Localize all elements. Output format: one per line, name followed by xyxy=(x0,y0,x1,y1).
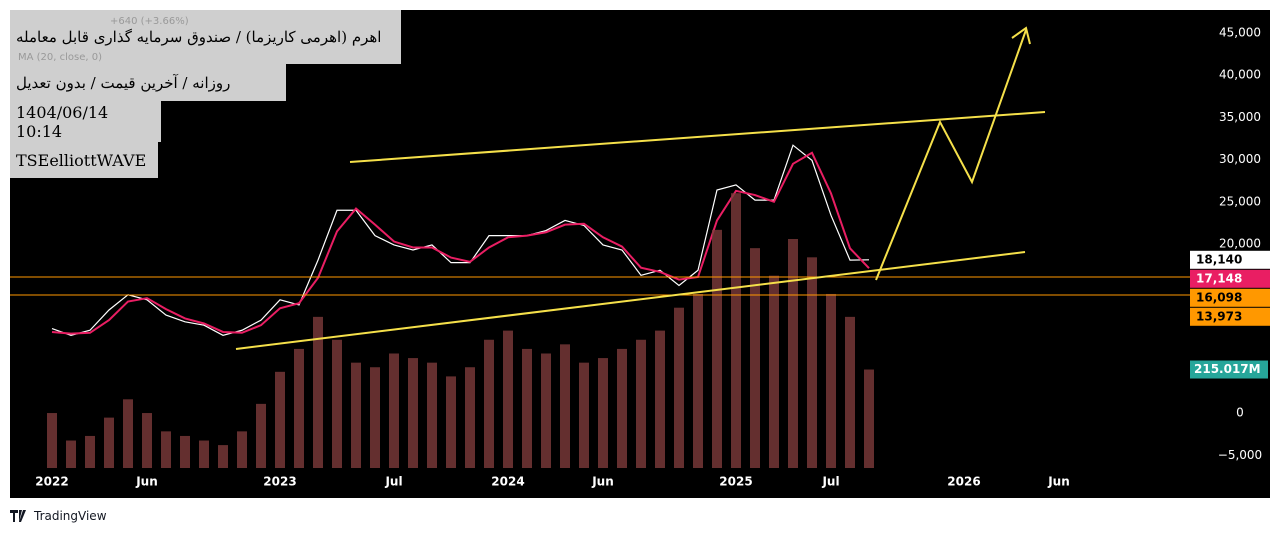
legend-change: +640 (+3.66%) xyxy=(110,16,189,27)
volume-bar xyxy=(541,353,551,468)
volume-bar xyxy=(427,362,437,468)
y-tick-label: 40,000 xyxy=(1219,68,1261,82)
footer: TradingView xyxy=(10,509,107,523)
x-tick-label: Jun xyxy=(1047,475,1070,489)
author-box: TSEelliottWAVE xyxy=(10,142,158,178)
drawings xyxy=(235,26,1046,350)
y-tick-label: 0 xyxy=(1236,406,1244,420)
price-badge-label: 16,098 xyxy=(1196,290,1242,304)
volume-bar xyxy=(731,193,741,468)
price-badge-label: 13,973 xyxy=(1196,309,1242,323)
x-tick-label: 2022 xyxy=(35,475,68,489)
volume-bar xyxy=(237,431,247,468)
volume-bar xyxy=(522,348,532,468)
price-line xyxy=(51,144,870,336)
volume-bar xyxy=(503,330,513,468)
volume-bar xyxy=(617,348,627,468)
volume-bar xyxy=(598,358,608,468)
price-badge xyxy=(1190,307,1270,326)
volume-bar xyxy=(712,229,722,468)
datetime: 1404/06/14 10:14 xyxy=(16,102,109,141)
x-tick-label: Jun xyxy=(135,475,158,489)
y-tick-label: 25,000 xyxy=(1219,194,1261,208)
volume-bar xyxy=(199,440,209,468)
volume-bar xyxy=(788,239,798,468)
subtitle: روزانه / آخرین قیمت / بدون تعدیل xyxy=(16,73,231,92)
volume-badge-label: 215.017M xyxy=(1194,362,1261,376)
title-box: اهرم (اهرمی کاریزما) / صندوق سرمایه گذار… xyxy=(10,10,401,64)
y-tick-label: 20,000 xyxy=(1219,237,1261,251)
volume-bar xyxy=(294,348,304,468)
x-tick-label: 2023 xyxy=(263,475,296,489)
volume-bar xyxy=(864,369,874,468)
volume-bar xyxy=(655,330,665,468)
ma-legend: MA (20, close, 0) xyxy=(18,52,102,63)
x-tick-label: 2026 xyxy=(947,475,980,489)
volume-bar xyxy=(408,358,418,468)
x-tick-label: 2025 xyxy=(719,475,752,489)
volume-bar xyxy=(446,376,456,468)
price-badge xyxy=(1190,288,1270,307)
volume-bar xyxy=(104,417,114,468)
volume-bar xyxy=(351,362,361,468)
volume-bar xyxy=(142,413,152,468)
y-tick-label: 45,000 xyxy=(1219,25,1261,39)
volume-bar xyxy=(693,293,703,468)
volume-bar xyxy=(807,257,817,468)
volume-bar xyxy=(750,248,760,468)
volume-bar xyxy=(218,445,228,468)
volume-bar xyxy=(636,339,646,468)
x-tick-label: 2024 xyxy=(491,475,524,489)
volume-bar xyxy=(256,403,266,468)
volume-bar xyxy=(275,371,285,468)
ma-label: MA (20, close, 0) xyxy=(18,52,103,63)
volume-bar xyxy=(313,316,323,468)
volume-bar xyxy=(579,362,589,468)
volume-bar xyxy=(66,440,76,468)
volume-bar xyxy=(47,413,57,468)
subtitle-box: روزانه / آخرین قیمت / بدون تعدیل xyxy=(10,64,286,101)
y-tick-label: 35,000 xyxy=(1219,110,1261,124)
y-tick-label: 30,000 xyxy=(1219,152,1261,166)
volume-bar xyxy=(332,339,342,468)
x-tick-label: Jun xyxy=(591,475,614,489)
volume-bar xyxy=(370,367,380,468)
price-badge-label: 17,148 xyxy=(1196,271,1242,285)
footer-text: TradingView xyxy=(34,509,107,523)
volume-bar xyxy=(845,316,855,468)
volume-bar xyxy=(161,431,171,468)
datetime-box: 1404/06/14 10:14 xyxy=(10,101,161,142)
volume-bar xyxy=(123,399,133,468)
y-tick-label: −5,000 xyxy=(1218,448,1262,462)
volume-bar xyxy=(560,344,570,468)
author: TSEelliottWAVE xyxy=(16,150,147,170)
x-tick-label: Jul xyxy=(384,475,402,489)
x-tick-label: Jul xyxy=(821,475,839,489)
volume-bar xyxy=(484,339,494,468)
title: اهرم (اهرمی کاریزما) / صندوق سرمایه گذار… xyxy=(16,28,382,46)
volume-bar xyxy=(769,275,779,468)
price-badge-label: 18,140 xyxy=(1196,252,1242,266)
volume-bar xyxy=(180,435,190,468)
volume-bar xyxy=(674,307,684,468)
volume-bar xyxy=(465,367,475,468)
logo xyxy=(10,510,26,522)
price-badge xyxy=(1190,250,1270,269)
volume-badge xyxy=(1190,360,1268,379)
volume-bar xyxy=(826,293,836,468)
volume-bar xyxy=(389,353,399,468)
price-badge xyxy=(1190,269,1270,288)
volume-bar xyxy=(85,435,95,468)
